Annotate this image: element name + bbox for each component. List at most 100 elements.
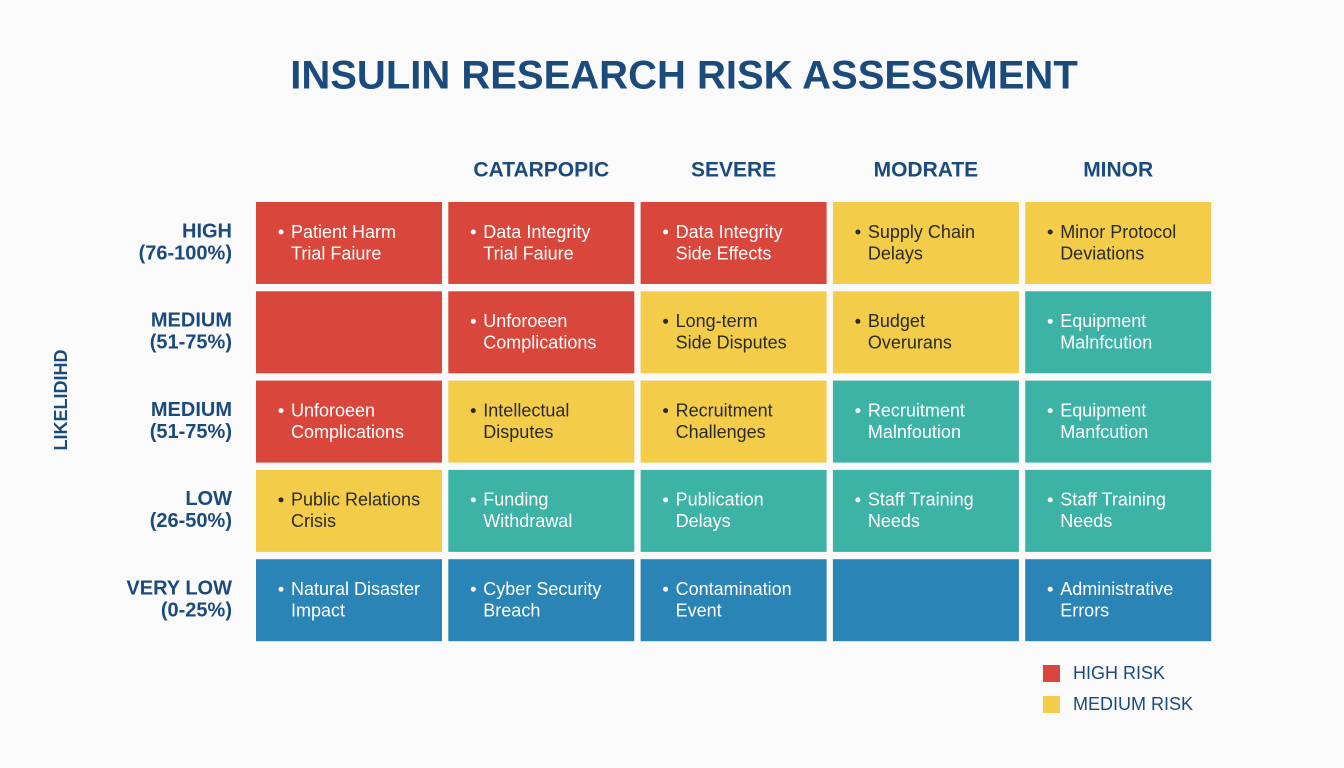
column-header: SEVERE [691,159,776,182]
risk-cell [256,291,442,374]
cell-text: Equipment [1060,400,1146,420]
y-axis-label: LIKELIDIHD [51,350,71,451]
row-label: (26-50%) [150,510,232,532]
risk-cell [832,380,1019,463]
bullet [663,229,669,235]
cell-text: Errors [1060,600,1109,620]
bullet [663,408,669,414]
bullet [470,497,476,503]
bullet [663,318,669,324]
risk-cell [256,559,442,642]
bullet [855,229,861,235]
row-label: MEDIUM [151,399,232,421]
legend-swatch [1043,665,1060,682]
cell-text: Breach [483,600,540,620]
bullet [1047,229,1053,235]
column-header: MODRATE [874,159,979,182]
cell-text: Event [676,600,722,620]
risk-cell [1025,380,1212,463]
cell-text: Funding [483,490,548,510]
bullet [470,229,476,235]
cell-text: Needs [1060,511,1112,531]
risk-cell [448,380,635,463]
cell-text: Administrative [1060,579,1173,599]
risk-cell [448,202,635,284]
cell-text: Equipment [1060,311,1146,331]
bullet [278,229,284,235]
legend-label: MEDIUM RISK [1073,694,1193,714]
cell-text: Recruitment [676,400,773,420]
bullet [1047,318,1053,324]
cell-text: Trial Faiure [291,243,381,263]
bullet [663,497,669,503]
cell-text: Data Integrity [483,222,590,242]
cell-text: Staff Training [868,490,974,510]
cell-text: Supply Chain [868,222,975,242]
risk-cell [448,559,635,642]
risk-cell [256,469,442,552]
cell-text: Natural Disaster [291,579,420,599]
title: INSULIN RESEARCH RISK ASSESSMENT [290,54,1078,98]
column-header: MINOR [1083,159,1153,182]
row-label: (76-100%) [139,242,232,264]
cell-text: Overurans [868,333,952,353]
bullet [1047,497,1053,503]
risk-cell [640,380,827,463]
cell-text: Withdrawal [483,511,572,531]
risk-cell [640,559,827,642]
bullet [470,408,476,414]
cell-text: Challenges [676,422,766,442]
bullet [470,318,476,324]
risk-cell [832,559,1019,642]
row-label: VERY LOW [126,577,232,599]
cell-text: Intellectual [483,400,569,420]
cell-text: Public Relations [291,490,420,510]
cell-text: Recruitment [868,400,965,420]
cell-text: Malnfoution [868,422,961,442]
cell-text: Minor Protocol [1060,222,1176,242]
column-header: CATARPOPIC [473,159,609,182]
risk-cell [1025,559,1212,642]
cell-text: Budget [868,311,925,331]
cell-text: Complications [291,422,404,442]
cell-text: Trial Faiure [483,243,573,263]
cell-text: Patient Harm [291,222,396,242]
cell-text: Impact [291,600,345,620]
bullet [278,586,284,592]
bullet [278,408,284,414]
bullet [1047,586,1053,592]
cell-text: Disputes [483,422,553,442]
cell-text: Unforoeen [291,400,375,420]
cell-text: Delays [868,243,923,263]
risk-cell [448,291,635,374]
risk-cell [832,291,1019,374]
risk-cell [1025,202,1212,284]
legend-swatch [1043,696,1060,713]
risk-cell [640,291,827,374]
risk-cell [832,469,1019,552]
bullet [663,586,669,592]
risk-cell [1025,469,1212,552]
cell-text: Unforoeen [483,311,567,331]
row-label: (51-75%) [150,421,232,443]
bullet [278,497,284,503]
row-label: MEDIUM [151,310,232,332]
cell-text: Malnfcution [1060,333,1152,353]
row-label: (51-75%) [150,332,232,354]
risk-cell [832,202,1019,284]
cell-text: Needs [868,511,920,531]
row-label: HIGH [182,220,232,242]
cell-text: Delays [676,511,731,531]
cell-text: Staff Training [1060,490,1166,510]
cell-text: Side Effects [676,243,772,263]
row-label: LOW [185,488,232,510]
risk-cell [448,469,635,552]
risk-cell [256,380,442,463]
legend-label: HIGH RISK [1073,663,1165,683]
risk-cell [1025,291,1212,374]
bullet [855,408,861,414]
cell-text: Complications [483,333,596,353]
cell-text: Data Integrity [676,222,783,242]
